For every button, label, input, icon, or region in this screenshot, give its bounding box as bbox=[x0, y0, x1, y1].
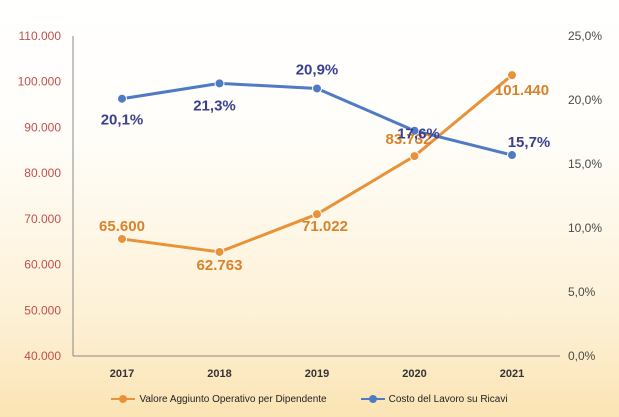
data-label: 71.022 bbox=[302, 218, 348, 235]
x-tick-label: 2020 bbox=[402, 368, 426, 380]
data-label: 21,3% bbox=[193, 97, 236, 114]
y-left-tick-label: 100.000 bbox=[18, 75, 62, 89]
series-line-costo-lavoro bbox=[121, 81, 513, 157]
data-point bbox=[409, 125, 420, 136]
data-point bbox=[214, 246, 225, 257]
y-left-tick-label: 70.000 bbox=[24, 212, 61, 226]
y-left-tick-label: 50.000 bbox=[24, 303, 61, 317]
data-label: 20,1% bbox=[101, 112, 144, 129]
data-label: 83.732 bbox=[386, 131, 432, 148]
y-right-tick-label: 10,0% bbox=[568, 221, 602, 235]
data-point bbox=[312, 83, 322, 94]
data-point bbox=[117, 233, 127, 244]
data-label: 17,6% bbox=[397, 126, 440, 143]
legend-swatch-blue-icon bbox=[360, 394, 385, 404]
data-point bbox=[409, 151, 420, 162]
data-label: 65.600 bbox=[99, 218, 145, 235]
y-left-tick-label: 80.000 bbox=[24, 166, 61, 180]
data-label: 101.440 bbox=[495, 82, 549, 99]
data-point bbox=[312, 209, 322, 220]
y-right-tick-label: 5,0% bbox=[568, 285, 596, 299]
y-left-tick-label: 110.000 bbox=[19, 29, 62, 43]
legend-label: Valore Aggiunto Operativo per Dipendente bbox=[139, 393, 327, 405]
legend-item-valore-aggiunto: Valore Aggiunto Operativo per Dipendente bbox=[111, 390, 327, 408]
legend-item-costo-lavoro: Costo del Lavoro su Ricavi bbox=[360, 390, 508, 408]
data-label: 20,9% bbox=[296, 61, 339, 78]
y-left-tick-label: 60.000 bbox=[24, 258, 61, 272]
x-tick-label: 2019 bbox=[305, 368, 329, 380]
x-tick-label: 2021 bbox=[500, 368, 524, 380]
y-right-tick-label: 20,0% bbox=[568, 93, 602, 107]
data-point bbox=[214, 78, 225, 89]
y-right-tick-label: 25,0% bbox=[568, 29, 602, 43]
legend: Valore Aggiunto Operativo per Dipendente… bbox=[0, 390, 619, 408]
y-left-tick-label: 90.000 bbox=[24, 120, 61, 134]
y-right-tick-label: 0,0% bbox=[568, 349, 596, 363]
data-point bbox=[507, 150, 517, 161]
legend-swatch-orange-icon bbox=[111, 394, 136, 404]
data-label: 62.763 bbox=[197, 257, 243, 274]
x-tick-label: 2017 bbox=[110, 368, 134, 380]
data-point bbox=[507, 70, 517, 81]
data-point bbox=[117, 93, 127, 104]
y-left-tick-label: 40.000 bbox=[24, 349, 61, 363]
x-tick-label: 2018 bbox=[207, 368, 231, 380]
legend-label: Costo del Lavoro su Ricavi bbox=[388, 393, 508, 405]
data-label: 15,7% bbox=[508, 134, 551, 151]
y-right-tick-label: 15,0% bbox=[568, 157, 602, 171]
